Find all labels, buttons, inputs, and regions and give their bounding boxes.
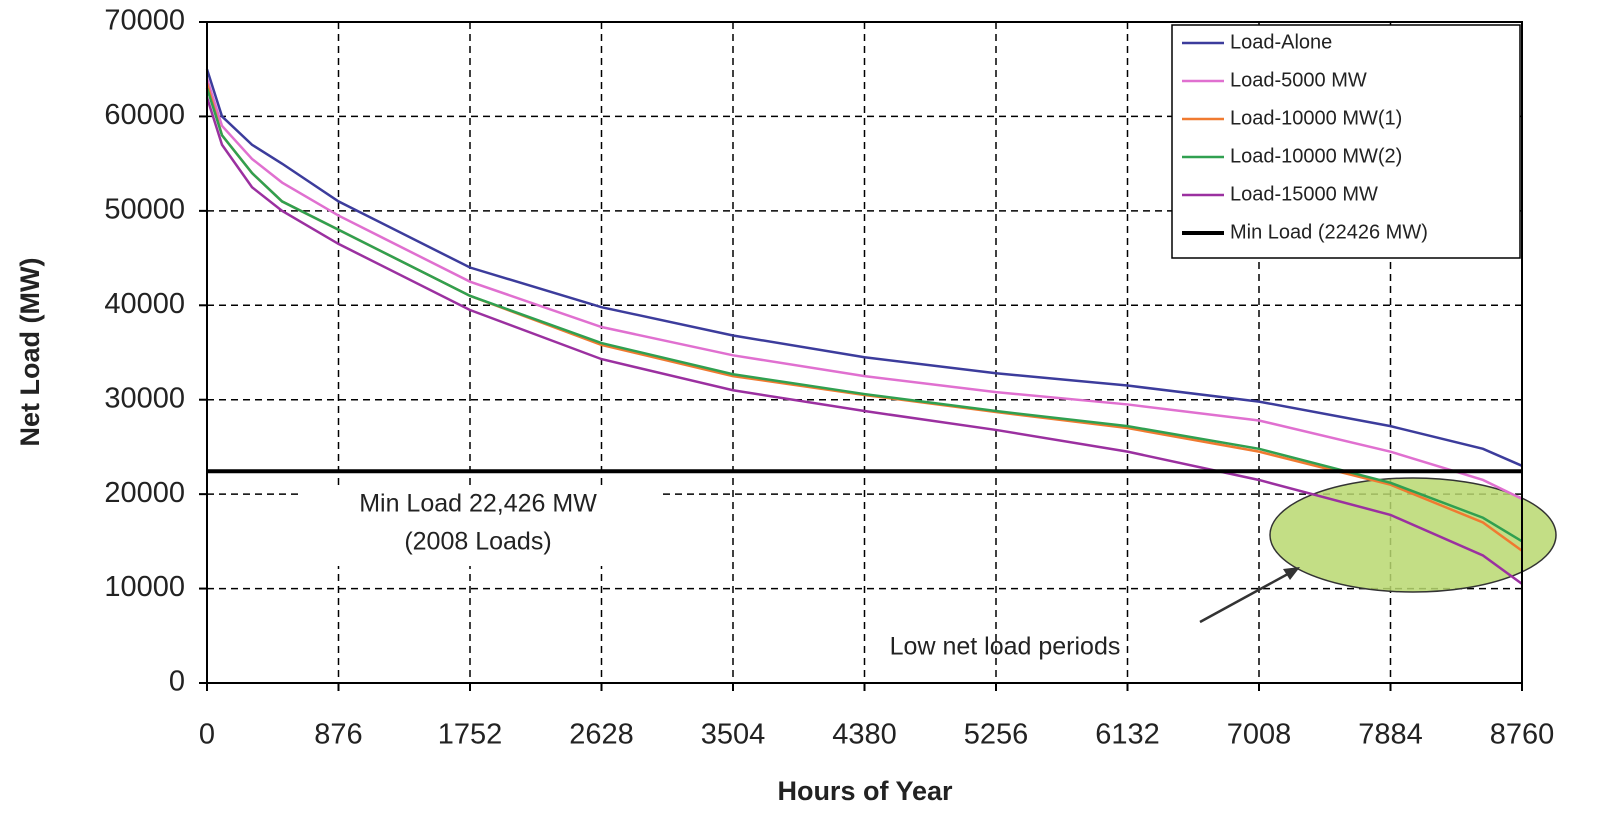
legend-label: Load-5000 MW [1230, 69, 1367, 91]
x-tick-label: 7884 [1358, 719, 1423, 751]
series-line [205, 78, 1523, 500]
y-axis-title: Net Load (MW) [15, 258, 45, 447]
lines [205, 68, 1523, 585]
y-tick-label: 50000 [104, 194, 185, 226]
x-tick-label: 7008 [1227, 719, 1292, 751]
x-tick-label: 6132 [1095, 719, 1160, 751]
legend-label: Load-Alone [1230, 31, 1332, 53]
arrow [1199, 567, 1298, 624]
x-tick-label: 3504 [701, 719, 766, 751]
y-tick-label: 0 [169, 666, 185, 698]
x-tick-label: 2628 [569, 719, 634, 751]
legend-label: Load-10000 MW(1) [1230, 107, 1402, 129]
x-tick-label: 4380 [832, 719, 897, 751]
series-line [205, 68, 1523, 467]
annotation: Low net load periods [890, 633, 1121, 661]
highlight-ellipse [1269, 477, 1557, 593]
x-tick-label: 5256 [964, 719, 1029, 751]
arrow-head [1283, 567, 1300, 580]
y-tick-label: 30000 [104, 382, 185, 414]
x-axis-title: Hours of Year [777, 776, 953, 806]
y-tick-label: 60000 [104, 99, 185, 131]
y-tick-label: 10000 [104, 571, 185, 603]
annotation: (2008 Loads) [404, 528, 551, 556]
x-tick-label: 876 [314, 719, 362, 751]
y-tick-label: 20000 [104, 477, 185, 509]
annotation: Min Load 22,426 MW [359, 490, 597, 518]
annotation-background [300, 486, 658, 566]
legend: Load-Alone Load-5000 MW Load-10000 MW(1) Lo… [1171, 24, 1521, 259]
legend-label: Min Load (22426 MW) [1230, 221, 1428, 243]
x-tick-label: 1752 [438, 719, 503, 751]
x-tick-label: 0 [199, 719, 215, 751]
legend-box [1171, 24, 1521, 259]
series-line [205, 97, 1523, 585]
y-tick-label: 70000 [104, 5, 185, 37]
y-tick-label: 40000 [104, 288, 185, 320]
x-tick-label: 8760 [1490, 719, 1555, 751]
legend-label: Load-15000 MW [1230, 183, 1378, 205]
legend-label: Load-10000 MW(2) [1230, 145, 1402, 167]
